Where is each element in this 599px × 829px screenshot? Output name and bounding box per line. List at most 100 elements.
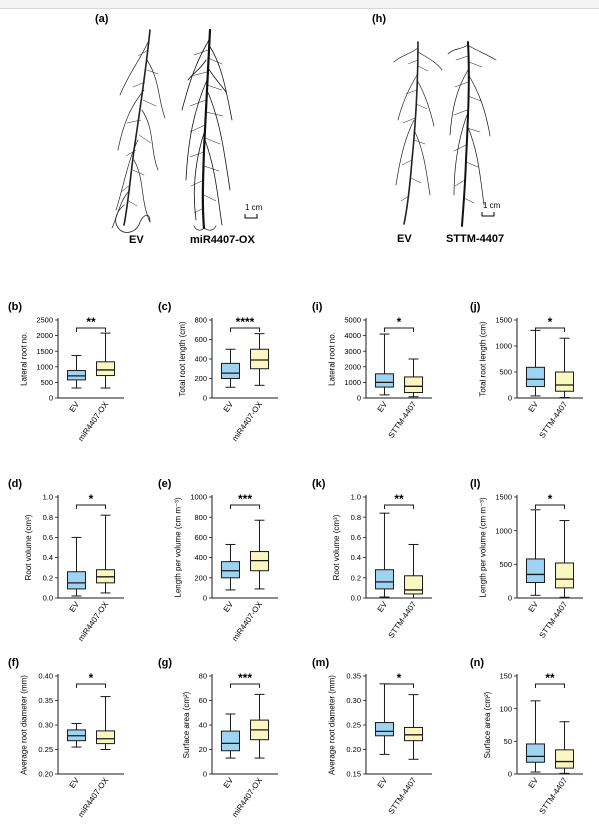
y-tick-label: 200 — [194, 573, 207, 582]
y-axis-label: Average root diameter (mm) — [19, 675, 28, 775]
y-tick-label: 0.35 — [346, 672, 361, 681]
box-iqr — [66, 571, 86, 590]
y-tick-label: 0 — [203, 770, 207, 779]
y-tick-label: 0.30 — [346, 696, 361, 705]
chart-panel-e: (e) 0 200 400 600 800 1000 Length per volume (c… — [158, 478, 278, 643]
box-iqr — [555, 371, 575, 392]
box-iqr — [525, 743, 545, 763]
y-tick-label: 0.15 — [346, 770, 361, 779]
box-iqr — [404, 575, 424, 595]
chart-panel-k: (k) 0.0 0.2 0.4 0.6 0.8 1.0 Root volume (cm³) EV… — [312, 478, 432, 640]
scale-bar-right: 1 cm — [481, 201, 501, 217]
y-tick-label: 1000 — [344, 378, 361, 387]
box-ev — [374, 512, 394, 598]
box-treatment — [250, 519, 270, 590]
y-tick-label: 0.25 — [38, 745, 53, 754]
box-ev — [525, 509, 545, 596]
box-ev — [374, 683, 394, 755]
y-tick-label: 400 — [194, 553, 207, 562]
significance-bracket — [229, 683, 261, 688]
photo-label-ev-right: EV — [397, 233, 412, 245]
category-label: EV — [222, 599, 236, 613]
box-iqr — [250, 348, 270, 370]
y-tick-label: 2000 — [36, 331, 53, 340]
y-tick-label: 0.20 — [38, 770, 53, 779]
box-treatment — [250, 333, 270, 386]
box-iqr — [374, 722, 394, 737]
category-label: STTM-4407 — [538, 400, 570, 440]
y-tick-label: 2500 — [36, 316, 53, 325]
y-tick-label: 1000 — [495, 526, 512, 535]
y-tick-label: 0.30 — [38, 721, 53, 730]
root-image-ev-left — [111, 29, 166, 233]
category-label: EV — [527, 775, 541, 789]
significance-stars: * — [89, 671, 94, 685]
significance-stars: ** — [394, 492, 404, 506]
box-treatment — [555, 721, 575, 774]
scale-label-right: 1 cm — [483, 201, 501, 210]
category-label: miR4407-OX — [76, 775, 110, 819]
y-axis-label: Total root length (cm) — [178, 321, 187, 396]
box-treatment — [404, 543, 424, 599]
y-tick-label: 0 — [49, 394, 53, 403]
y-tick-label: 0 — [508, 770, 512, 779]
category-label: EV — [68, 775, 82, 789]
chart-panel-g: (g) 0 20 40 60 80 Surface area (cm²) EVmiR4407-… — [158, 657, 278, 819]
box-iqr — [525, 366, 545, 388]
y-axis-label: Length per volume (cm m⁻³) — [173, 497, 182, 598]
significance-stars: ** — [545, 671, 555, 685]
root-image-ev-right — [393, 41, 443, 225]
category-label: EV — [527, 599, 541, 613]
significance-bracket — [534, 504, 566, 509]
y-tick-label: 600 — [194, 335, 207, 344]
y-axis-label: Root volume (cm³) — [332, 514, 341, 580]
y-tick-label: 200 — [194, 374, 207, 383]
panel-letter: (i) — [312, 301, 323, 313]
category-label: EV — [376, 399, 390, 413]
panel-letter-a: (a) — [95, 13, 109, 25]
y-tick-label: 1500 — [495, 493, 512, 502]
y-tick-label: 80 — [199, 672, 207, 681]
y-tick-label: 5000 — [344, 316, 361, 325]
box-iqr — [555, 749, 575, 769]
panel-letter: (g) — [158, 657, 172, 669]
y-tick-label: 150 — [499, 672, 512, 681]
y-tick-label: 0 — [357, 394, 361, 403]
y-tick-label: 4000 — [344, 331, 361, 340]
significance-bracket — [229, 327, 261, 332]
box-ev — [525, 329, 545, 397]
category-label: EV — [376, 775, 390, 789]
y-tick-label: 1500 — [36, 347, 53, 356]
y-axis-label: Surface area (cm²) — [182, 691, 191, 758]
box-treatment — [96, 514, 116, 594]
significance-bracket — [75, 504, 107, 509]
y-tick-label: 3000 — [344, 347, 361, 356]
photo-label-ev-left: EV — [129, 234, 144, 246]
panel-letter: (f) — [8, 657, 19, 669]
y-tick-label: 2000 — [344, 362, 361, 371]
significance-bracket — [383, 504, 415, 509]
category-label: miR4407-OX — [230, 399, 264, 443]
category-label: EV — [68, 399, 82, 413]
y-tick-label: 800 — [194, 316, 207, 325]
significance-stars: ** — [86, 315, 96, 329]
y-tick-label: 500 — [499, 368, 512, 377]
category-label: EV — [527, 399, 541, 413]
box-treatment — [555, 520, 575, 598]
box-iqr — [220, 730, 240, 752]
box-iqr — [220, 561, 240, 579]
significance-stars: * — [89, 492, 94, 506]
category-label: EV — [222, 775, 236, 789]
box-ev — [66, 723, 86, 748]
category-label: EV — [222, 399, 236, 413]
y-tick-label: 1500 — [495, 316, 512, 325]
significance-stars: *** — [238, 671, 252, 685]
y-tick-label: 0.4 — [351, 553, 361, 562]
panel-letter: (b) — [8, 301, 22, 313]
y-tick-label: 0.40 — [38, 672, 53, 681]
significance-stars: * — [548, 492, 553, 506]
y-tick-label: 0.25 — [346, 721, 361, 730]
significance-bracket — [75, 683, 107, 688]
y-tick-label: 500 — [40, 378, 53, 387]
scale-label-left: 1 cm — [245, 203, 263, 212]
